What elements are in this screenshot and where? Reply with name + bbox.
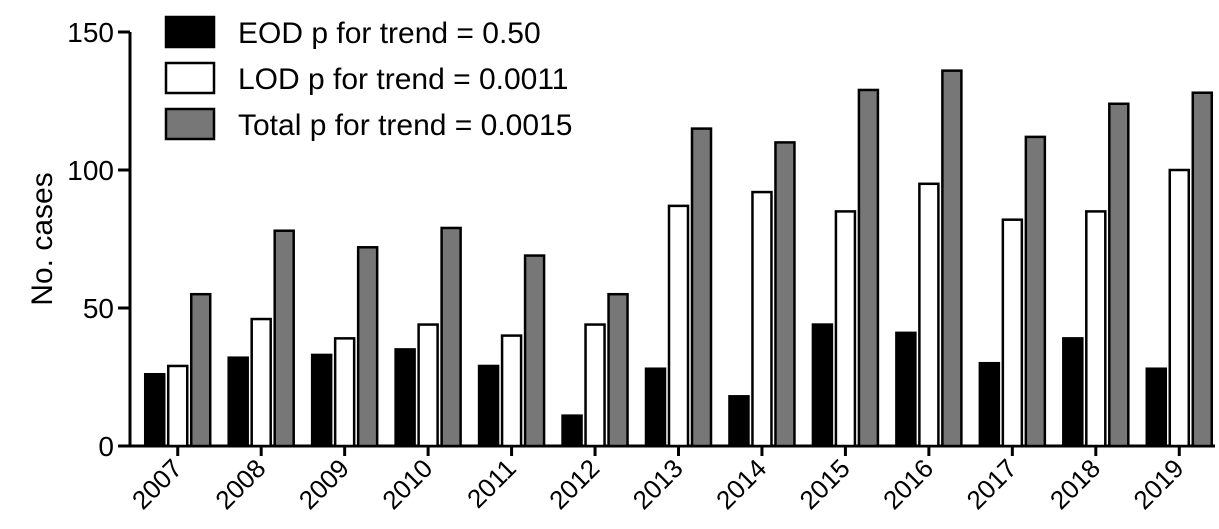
bar	[310, 353, 333, 448]
bar	[333, 337, 356, 448]
bar	[667, 204, 690, 448]
x-tick-label: 2019	[1127, 453, 1189, 515]
x-tick-label: 2008	[209, 453, 271, 515]
x-tick-label: 2007	[126, 453, 188, 515]
bar	[690, 127, 713, 448]
bar	[417, 323, 439, 448]
bar	[166, 364, 189, 448]
x-tick-label: 2012	[543, 453, 605, 515]
legend-swatch	[164, 15, 216, 49]
bar	[1168, 168, 1191, 448]
legend-swatch	[164, 107, 216, 141]
bar	[978, 361, 1001, 448]
x-tick-label: 2014	[710, 453, 772, 515]
bar	[811, 323, 834, 448]
x-tick-label: 2015	[794, 453, 856, 515]
bar	[728, 395, 750, 448]
bar	[895, 331, 917, 448]
bar	[1085, 210, 1107, 448]
bar	[273, 229, 295, 448]
bar	[1062, 337, 1084, 448]
legend-label: LOD p for trend = 0.0011	[238, 63, 568, 96]
bar	[607, 292, 629, 448]
bar	[774, 141, 796, 448]
bar	[1108, 102, 1130, 448]
y-tick-label: 0	[98, 431, 114, 462]
x-tick-label: 2018	[1044, 453, 1106, 515]
x-tick-label: 2016	[877, 453, 939, 515]
y-tick-label: 150	[67, 17, 114, 48]
bar	[561, 414, 583, 448]
bar	[477, 364, 500, 448]
bar	[1024, 135, 1047, 448]
y-tick-label: 100	[67, 155, 114, 186]
bar	[644, 367, 667, 448]
x-tick-label: 2010	[376, 453, 438, 515]
bar	[500, 334, 523, 448]
bar	[1001, 218, 1024, 448]
legend-label: Total p for trend = 0.0015	[238, 109, 572, 142]
x-tick-label: 2017	[960, 453, 1022, 515]
y-tick-label: 50	[83, 293, 114, 324]
x-tick-label: 2009	[293, 453, 355, 515]
y-axis-label: No. cases	[26, 172, 59, 305]
bar	[523, 254, 546, 448]
x-tick-label: 2011	[461, 453, 522, 514]
bar	[941, 69, 963, 448]
bar	[227, 356, 249, 448]
x-tick-label: 2013	[627, 453, 689, 515]
bar	[250, 317, 272, 448]
bar	[751, 190, 773, 448]
legend-swatch	[164, 61, 216, 95]
bar	[1191, 91, 1214, 448]
legend-label: EOD p for trend = 0.50	[238, 17, 541, 50]
bar	[834, 210, 857, 448]
bar	[918, 182, 940, 448]
bar	[189, 292, 212, 448]
bar	[584, 323, 606, 448]
bar	[143, 372, 166, 448]
bar	[1145, 367, 1168, 448]
bar	[356, 246, 379, 448]
bar	[857, 88, 880, 448]
bar	[440, 226, 462, 448]
bar	[394, 348, 416, 448]
